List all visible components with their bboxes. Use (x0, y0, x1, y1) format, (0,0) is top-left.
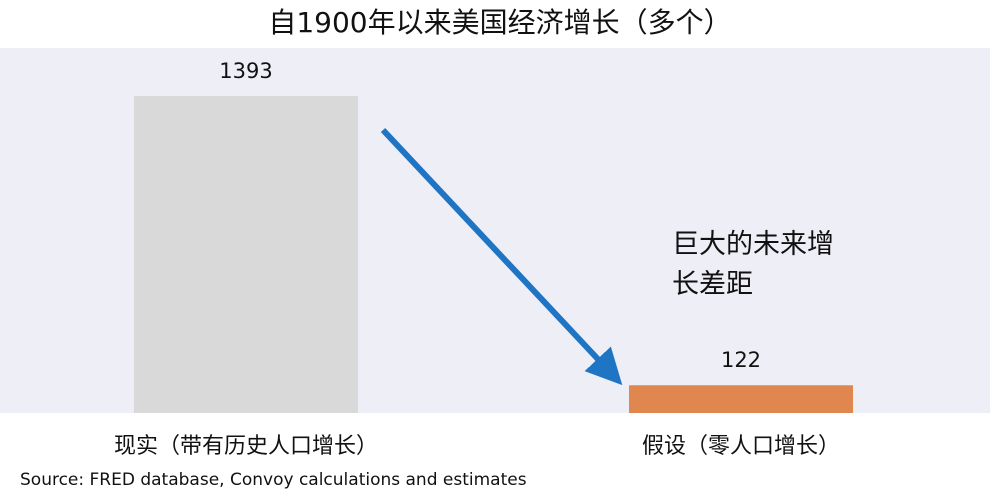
source: Source: FRED database, Convoy calculatio… (20, 470, 527, 490)
bar (134, 96, 358, 413)
chart-title: 自1900年以来美国经济增长（多个） (268, 6, 731, 39)
annotation: 巨大的未来增长差距 (672, 229, 834, 300)
data-label: 122 (721, 348, 761, 372)
arrow (380, 127, 623, 386)
data-label: 1393 (219, 59, 272, 83)
x-tick-label: 假设（零人口增长） (642, 434, 840, 459)
x-tick-label: 现实（带有历史人口增长） (114, 434, 378, 459)
bar (629, 385, 853, 413)
